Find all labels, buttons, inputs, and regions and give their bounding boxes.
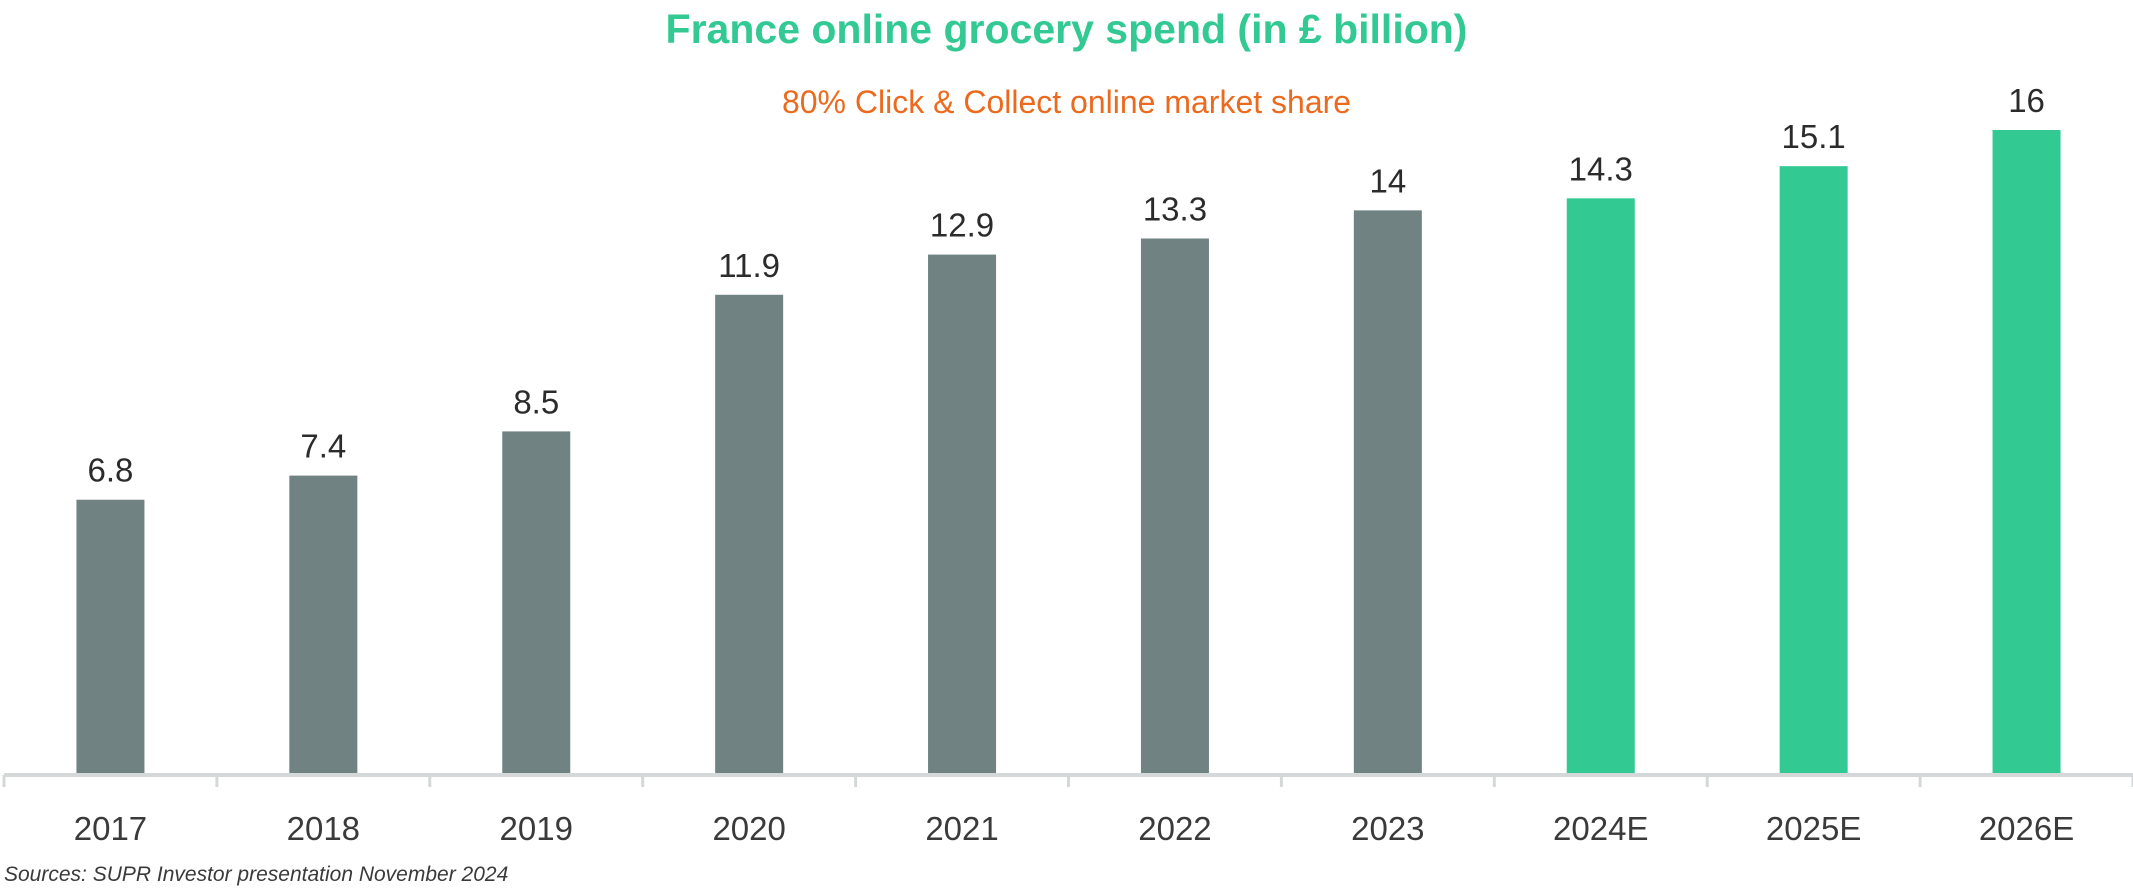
bar-2020: [715, 294, 784, 773]
value-label-2020: 11.9: [718, 247, 780, 284]
value-label-2025E: 15.1: [1782, 118, 1846, 155]
tick-label-2022: 2022: [1138, 810, 1211, 847]
bars-layer: [76, 130, 2061, 774]
value-label-2023: 14: [1369, 162, 1406, 199]
chart-subtitle: 80% Click & Collect online market share: [781, 84, 1352, 120]
value-label-2024E: 14.3: [1569, 150, 1633, 187]
bar-2024E: [1566, 198, 1635, 774]
source-note: Sources: SUPR Investor presentation Nove…: [4, 863, 509, 886]
value-label-2026E: 16: [2008, 82, 2045, 119]
value-labels: 6.8 7.4 8.5 11.9 12.9 13.3 14 14.3 15.1 16: [88, 82, 2045, 489]
tick-label-2019: 2019: [500, 810, 573, 847]
tick-label-2020: 2020: [712, 810, 785, 847]
tick-label-2023: 2023: [1351, 810, 1424, 847]
bar-2021: [928, 254, 997, 774]
value-label-2021: 12.9: [930, 207, 994, 244]
tick-label-2018: 2018: [287, 810, 360, 847]
bar-2019: [502, 431, 571, 773]
tick-label-2026E: 2026E: [1979, 810, 2074, 847]
x-axis: [2, 773, 2133, 787]
bar-2025E: [1779, 166, 1848, 773]
value-label-2018: 7.4: [300, 428, 346, 465]
bar-2017: [76, 499, 145, 773]
value-label-2017: 6.8: [88, 452, 134, 489]
value-label-2022: 13.3: [1143, 191, 1207, 228]
tick-label-2025E: 2025E: [1766, 810, 1861, 847]
tick-label-2021: 2021: [925, 810, 998, 847]
bar-2018: [289, 475, 358, 773]
tick-labels: 2017 2018 2019 2020 2021 2022 2023 2024E 2025E 20…: [74, 810, 2075, 847]
bar-2022: [1140, 238, 1209, 774]
chart-title: France online grocery spend (in £ billio…: [665, 6, 1468, 52]
tick-label-2017: 2017: [74, 810, 147, 847]
tick-label-2024E: 2024E: [1553, 810, 1648, 847]
bar-2023: [1353, 210, 1422, 773]
value-label-2019: 8.5: [513, 383, 559, 420]
bar-2026E: [1992, 130, 2061, 773]
